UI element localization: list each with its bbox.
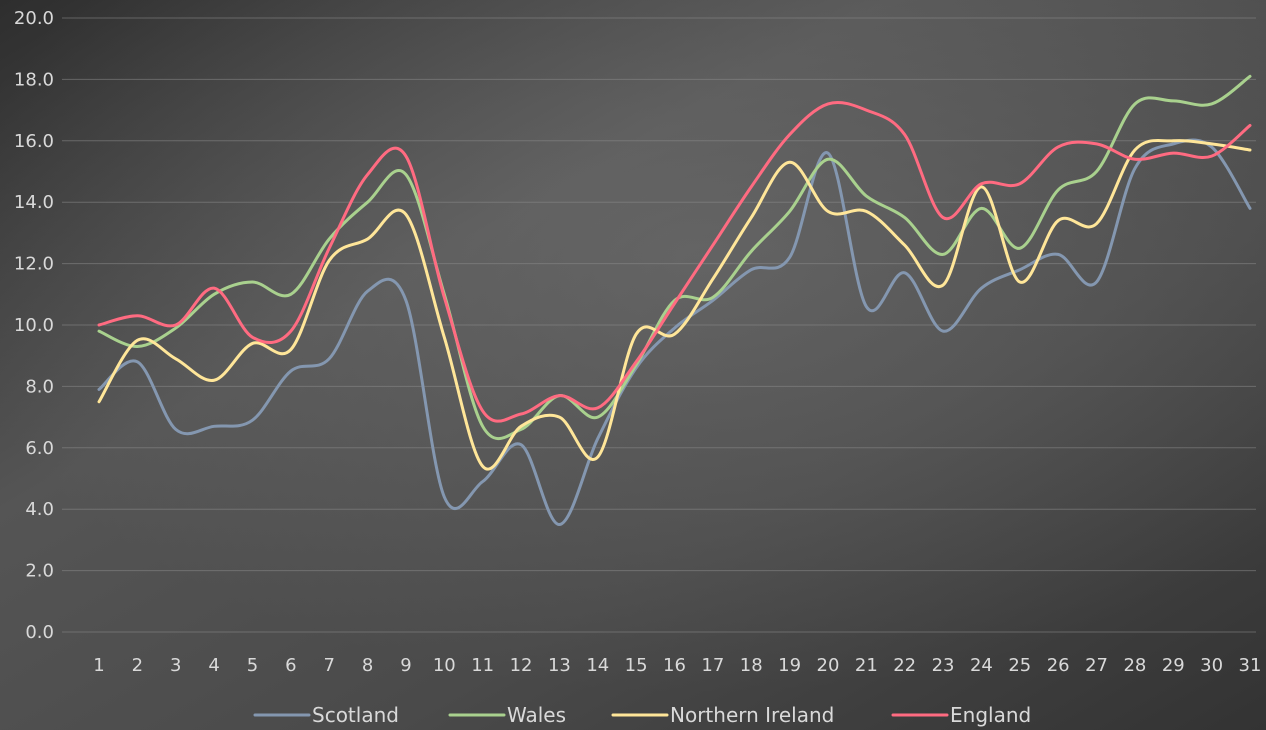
y-tick-label: 0.0 — [25, 622, 54, 643]
y-tick-label: 6.0 — [25, 438, 54, 459]
x-tick-label: 20 — [817, 655, 840, 676]
x-tick-label: 15 — [625, 655, 648, 676]
x-tick-label: 2 — [132, 655, 143, 676]
x-tick-label: 12 — [510, 655, 533, 676]
x-tick-label: 25 — [1008, 655, 1031, 676]
x-tick-label: 22 — [893, 655, 916, 676]
x-tick-label: 4 — [208, 655, 219, 676]
series-line-scotland — [97, 138, 1252, 527]
series-line-wales — [97, 74, 1252, 441]
y-tick-label: 14.0 — [14, 192, 54, 213]
x-tick-label: 31 — [1239, 655, 1262, 676]
x-tick-label: 17 — [701, 655, 724, 676]
x-tick-label: 27 — [1085, 655, 1108, 676]
x-tick-label: 18 — [740, 655, 763, 676]
gridlines — [62, 17, 1256, 633]
y-axis: 0.0 2.0 4.0 6.0 8.0 10.0 12.0 14.0 16.0 18.0 20.0 — [14, 8, 54, 643]
y-tick-label: 4.0 — [25, 499, 54, 520]
y-tick-label: 8.0 — [25, 376, 54, 397]
x-tick-label: 11 — [471, 655, 494, 676]
legend: Scotland Wales Northern Ireland England — [253, 703, 1031, 727]
x-tick-label: 1 — [93, 655, 104, 676]
x-tick-label: 29 — [1162, 655, 1185, 676]
x-tick-label: 26 — [1047, 655, 1070, 676]
x-tick-label: 3 — [170, 655, 181, 676]
legend-label-scotland: Scotland — [312, 703, 399, 727]
x-tick-label: 10 — [433, 655, 456, 676]
series-lines — [97, 74, 1252, 527]
y-tick-label: 16.0 — [14, 131, 54, 152]
series-line-northern-ireland — [97, 139, 1252, 471]
x-tick-label: 9 — [400, 655, 411, 676]
x-tick-label: 14 — [586, 655, 609, 676]
x-tick-label: 28 — [1123, 655, 1146, 676]
x-tick-label: 30 — [1200, 655, 1223, 676]
y-tick-label: 20.0 — [14, 8, 54, 29]
y-tick-label: 10.0 — [14, 315, 54, 336]
series-line-england — [97, 100, 1252, 423]
legend-label-northern-ireland: Northern Ireland — [670, 703, 834, 727]
y-tick-label: 2.0 — [25, 561, 54, 582]
x-tick-label: 24 — [970, 655, 993, 676]
legend-label-wales: Wales — [507, 703, 566, 727]
x-tick-label: 16 — [663, 655, 686, 676]
x-axis: 1 2 3 4 5 6 7 8 9 10 11 12 13 14 15 16 17 18 19 20 21 22 23 24 2… — [93, 655, 1261, 676]
x-tick-label: 13 — [548, 655, 571, 676]
x-tick-label: 7 — [323, 655, 334, 676]
x-tick-label: 23 — [932, 655, 955, 676]
x-tick-label: 19 — [778, 655, 801, 676]
x-tick-label: 5 — [247, 655, 258, 676]
x-tick-label: 8 — [362, 655, 373, 676]
x-tick-label: 6 — [285, 655, 296, 676]
y-tick-label: 12.0 — [14, 254, 54, 275]
x-tick-label: 21 — [855, 655, 878, 676]
legend-label-england: England — [950, 703, 1031, 727]
y-tick-label: 18.0 — [14, 69, 54, 90]
